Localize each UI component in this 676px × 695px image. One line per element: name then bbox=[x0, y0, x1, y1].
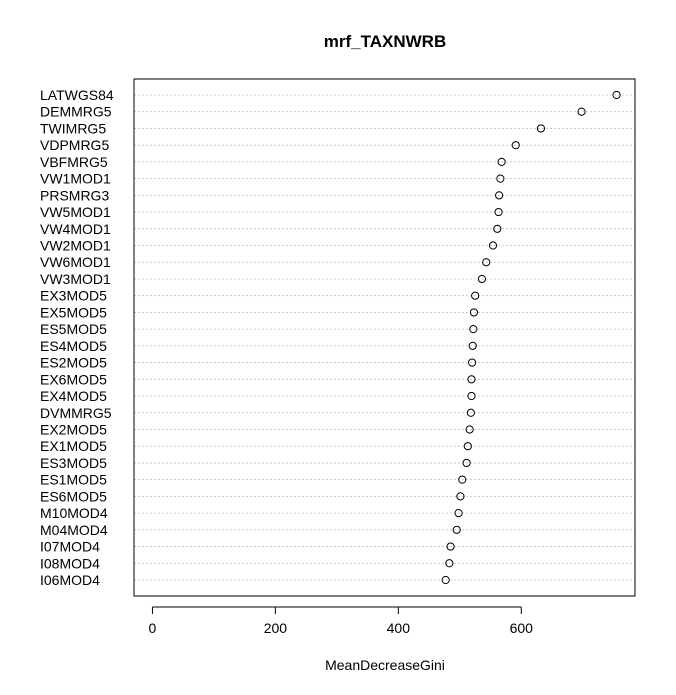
data-point bbox=[469, 325, 478, 334]
y-tick-label: DVMMRG5 bbox=[40, 405, 112, 421]
x-axis: 0 200 400 600 bbox=[149, 606, 534, 636]
data-point bbox=[469, 308, 479, 317]
y-tick-label: VW1MOD1 bbox=[40, 171, 111, 187]
y-tick-label: LATWGS84 bbox=[40, 87, 114, 103]
y-tick-label: PRSMRG3 bbox=[40, 187, 109, 203]
y-tick-label: VW2MOD1 bbox=[40, 238, 111, 254]
data-point bbox=[488, 241, 498, 250]
grid-lines bbox=[134, 94, 635, 581]
y-tick-label: ES2MOD5 bbox=[40, 355, 107, 371]
data-point bbox=[462, 458, 471, 468]
y-tick-label: VBFMRG5 bbox=[40, 154, 108, 170]
data-point bbox=[471, 291, 480, 300]
data-point bbox=[445, 559, 454, 568]
y-tick-label: I06MOD4 bbox=[40, 572, 100, 588]
y-tick-label: EX5MOD5 bbox=[40, 304, 107, 320]
y-tick-label: TWIMRG5 bbox=[40, 120, 106, 136]
data-point bbox=[497, 157, 506, 166]
y-tick-label: EX3MOD5 bbox=[40, 288, 107, 304]
y-tick-label: ES6MOD5 bbox=[40, 488, 107, 504]
x-tick-label: 0 bbox=[149, 620, 157, 636]
data-point bbox=[452, 525, 461, 534]
y-tick-label: VW3MOD1 bbox=[40, 271, 111, 287]
y-tick-label: M10MOD4 bbox=[40, 505, 108, 521]
y-tick-label: VDPMRG5 bbox=[40, 137, 109, 153]
data-point bbox=[536, 124, 546, 133]
data-point bbox=[468, 341, 477, 350]
y-tick-label: VW5MOD1 bbox=[40, 204, 111, 220]
y-tick-label: EX1MOD5 bbox=[40, 438, 107, 454]
chart-title: mrf_TAXNWRB bbox=[324, 32, 446, 51]
data-point bbox=[441, 575, 450, 585]
y-tick-label: EX6MOD5 bbox=[40, 371, 107, 387]
data-point bbox=[493, 224, 502, 233]
y-tick-label: ES1MOD5 bbox=[40, 472, 107, 488]
data-point bbox=[495, 191, 504, 200]
data-point bbox=[467, 375, 476, 384]
data-point bbox=[456, 492, 465, 501]
data-point bbox=[467, 358, 477, 367]
y-tick-label: ES4MOD5 bbox=[40, 338, 107, 354]
data-point bbox=[458, 475, 467, 484]
data-points bbox=[441, 90, 621, 585]
y-tick-label: EX2MOD5 bbox=[40, 421, 107, 437]
data-point bbox=[482, 258, 491, 267]
y-tick-label: I07MOD4 bbox=[40, 539, 100, 555]
y-axis-labels: LATWGS84DEMMRG5TWIMRG5VDPMRG5VBFMRG5VW1M… bbox=[40, 87, 114, 588]
data-point bbox=[612, 90, 621, 100]
data-point bbox=[511, 141, 520, 150]
data-point bbox=[496, 174, 505, 183]
data-point bbox=[466, 408, 475, 417]
plot-frame bbox=[133, 78, 636, 597]
data-point bbox=[465, 425, 474, 434]
data-point bbox=[494, 207, 503, 217]
y-tick-label: ES5MOD5 bbox=[40, 321, 107, 337]
y-tick-label: DEMMRG5 bbox=[40, 104, 112, 120]
data-point bbox=[477, 274, 487, 284]
y-tick-label: VW6MOD1 bbox=[40, 254, 111, 270]
x-tick-label: 400 bbox=[387, 620, 411, 636]
y-tick-label: M04MOD4 bbox=[40, 522, 108, 538]
data-point bbox=[577, 107, 586, 116]
y-tick-label: VW4MOD1 bbox=[40, 221, 111, 237]
x-axis-label: MeanDecreaseGini bbox=[325, 657, 445, 673]
y-tick-label: EX4MOD5 bbox=[40, 388, 107, 404]
x-tick-label: 600 bbox=[510, 620, 534, 636]
y-tick-label: ES3MOD5 bbox=[40, 455, 107, 471]
data-point bbox=[463, 442, 472, 451]
data-point bbox=[446, 542, 455, 551]
y-tick-label: I08MOD4 bbox=[40, 555, 100, 571]
data-point bbox=[454, 509, 463, 518]
x-tick-label: 200 bbox=[264, 620, 288, 636]
data-point bbox=[467, 391, 476, 401]
